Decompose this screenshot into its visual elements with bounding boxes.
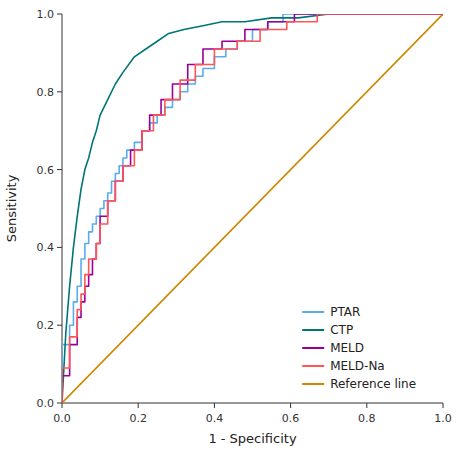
y-tick <box>57 14 62 15</box>
series-line <box>62 14 443 403</box>
chart: 0.0 0.2 0.4 0.6 0.8 1.0 0.0 0.2 0.4 0.6 0.8 1.0 1 - … <box>0 0 459 455</box>
x-tick <box>366 403 367 408</box>
legend-swatch <box>302 347 324 349</box>
y-tick-label: 0.4 <box>37 241 55 254</box>
y-tick <box>57 91 62 92</box>
legend-swatch <box>302 365 324 367</box>
x-tick-label: 0.8 <box>358 412 376 425</box>
x-tick <box>443 403 444 408</box>
y-tick <box>57 403 62 404</box>
y-tick-label: 1.0 <box>37 8 55 21</box>
legend-label: MELD <box>330 341 364 355</box>
series-line <box>62 14 443 403</box>
x-tick-label: 0.2 <box>129 412 147 425</box>
legend-label: Reference line <box>330 377 416 391</box>
series-line <box>62 14 443 403</box>
y-tick-label: 0.8 <box>37 86 55 99</box>
y-tick <box>57 169 62 170</box>
y-tick <box>57 325 62 326</box>
plot-area <box>62 14 443 403</box>
legend: PTAR CTP MELD MELD-Na Reference line <box>302 305 416 391</box>
legend-swatch <box>302 329 324 331</box>
axes: 0.0 0.2 0.4 0.6 0.8 1.0 0.0 0.2 0.4 0.6 0.8 1.0 <box>37 8 452 425</box>
x-tick <box>62 403 63 408</box>
x-tick-label: 0.0 <box>53 412 71 425</box>
x-tick <box>138 403 139 408</box>
series-line <box>62 14 443 403</box>
y-tick-label: 0.6 <box>37 164 55 177</box>
y-tick-label: 0.0 <box>37 397 55 410</box>
legend-label: MELD-Na <box>330 359 385 373</box>
series-line <box>62 14 443 403</box>
legend-label: PTAR <box>330 305 360 319</box>
legend-label: CTP <box>330 323 353 337</box>
legend-swatch <box>302 383 324 385</box>
x-tick-label: 1.0 <box>434 412 452 425</box>
y-tick <box>57 247 62 248</box>
x-tick-label: 0.6 <box>282 412 300 425</box>
x-axis-line <box>62 403 443 404</box>
x-axis-label: 1 - Specificity <box>208 431 297 446</box>
x-tick-label: 0.4 <box>206 412 224 425</box>
legend-swatch <box>302 311 324 313</box>
x-tick <box>214 403 215 408</box>
y-axis-label: Sensitivity <box>4 174 19 242</box>
y-tick-label: 0.2 <box>37 319 55 332</box>
x-tick <box>290 403 291 408</box>
